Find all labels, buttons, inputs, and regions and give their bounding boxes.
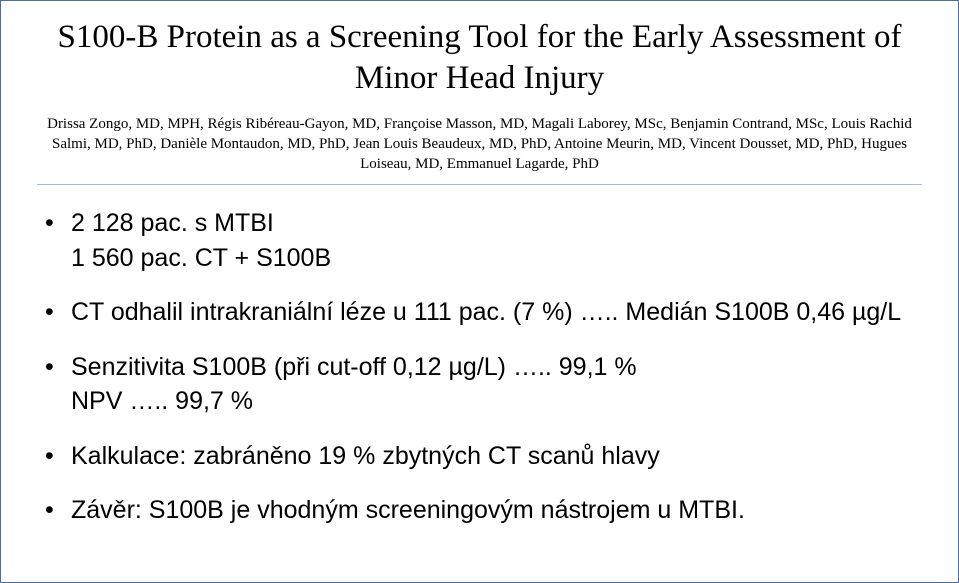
slide: S100-B Protein as a Screening Tool for t…	[0, 0, 959, 583]
bullet-subtext: 1 560 pac. CT + S100B	[71, 242, 922, 275]
list-item: Senzitivita S100B (při cut-off 0,12 µg/L…	[45, 351, 922, 418]
bullet-text: 2 128 pac. s MTBI	[71, 209, 274, 237]
bullet-text: Senzitivita S100B (při cut-off 0,12 µg/L…	[71, 353, 637, 381]
content-area: 2 128 pac. s MTBI 1 560 pac. CT + S100B …	[37, 207, 922, 527]
list-item: CT odhalil intrakraniální léze u 111 pac…	[45, 296, 922, 329]
authors-line: Drissa Zongo, MD, MPH, Régis Ribéreau-Ga…	[37, 114, 922, 175]
bullet-subtext: NPV ….. 99,7 %	[71, 385, 922, 418]
bullet-text: Závěr: S100B je vhodným screeningovým ná…	[71, 496, 745, 524]
list-item: Kalkulace: zabráněno 19 % zbytných CT sc…	[45, 440, 922, 473]
slide-title: S100-B Protein as a Screening Tool for t…	[37, 17, 922, 100]
bullet-list: 2 128 pac. s MTBI 1 560 pac. CT + S100B …	[45, 207, 922, 527]
bullet-text: CT odhalil intrakraniální léze u 111 pac…	[71, 298, 901, 326]
divider	[37, 184, 922, 185]
list-item: Závěr: S100B je vhodným screeningovým ná…	[45, 494, 922, 527]
list-item: 2 128 pac. s MTBI 1 560 pac. CT + S100B	[45, 207, 922, 274]
bullet-text: Kalkulace: zabráněno 19 % zbytných CT sc…	[71, 442, 660, 470]
header-block: S100-B Protein as a Screening Tool for t…	[37, 17, 922, 174]
